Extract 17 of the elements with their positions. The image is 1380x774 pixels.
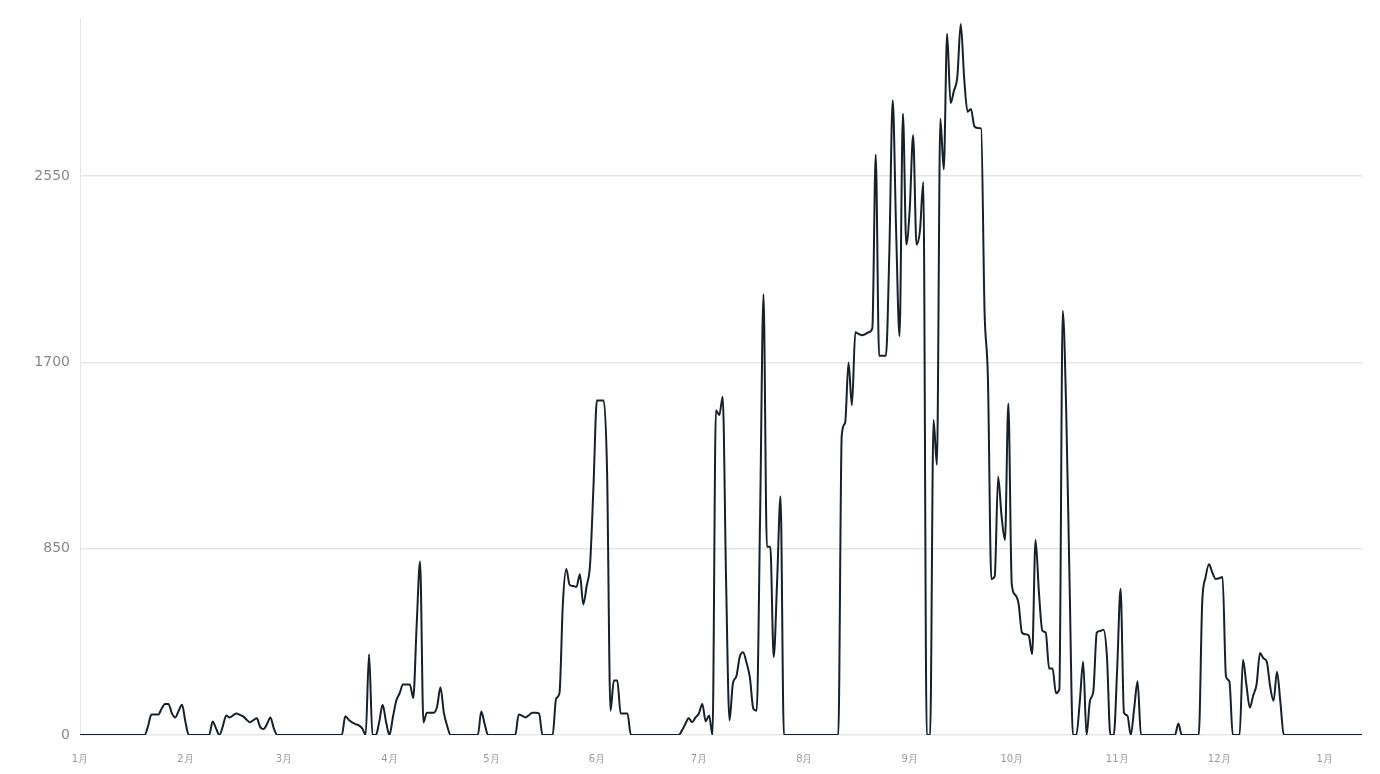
x-tick-label: 2月 [177,752,194,764]
y-tick-label: 0 [61,725,70,742]
x-tick-label: 1月 [1316,752,1333,764]
x-tick-label: 11月 [1105,752,1129,764]
y-tick-label: 850 [43,539,70,556]
x-tick-label: 1月 [71,752,89,764]
x-tick-label: 3月 [275,752,293,764]
x-tick-label: 7月 [690,752,708,764]
x-tick-label: 8月 [796,752,813,764]
x-tick-label: 6月 [588,752,606,764]
x-tick-label: 5月 [483,752,500,764]
x-tick-label: 12月 [1207,752,1231,764]
y-tick-label: 2550 [34,166,70,183]
x-tick-label: 10月 [1000,752,1024,764]
y-tick-label: 1700 [34,353,70,370]
x-tick-label: 9月 [901,752,918,764]
x-tick-label: 4月 [381,752,398,764]
